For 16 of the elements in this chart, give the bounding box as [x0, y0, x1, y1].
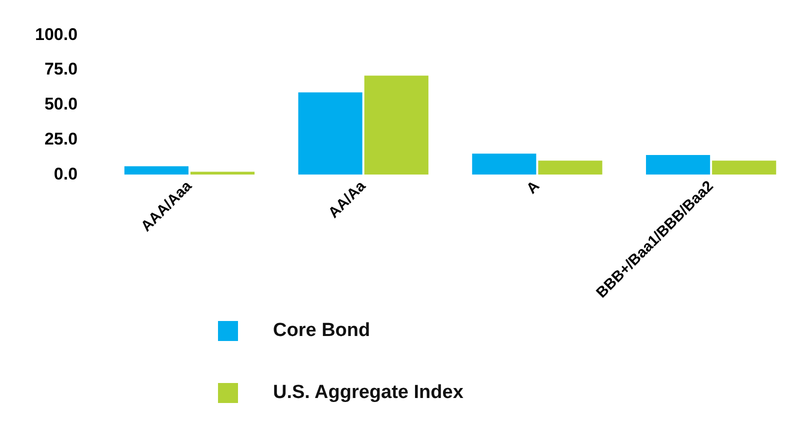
bar: [364, 76, 428, 175]
bar: [472, 154, 536, 175]
bar: [646, 155, 710, 175]
x-tick-label: A: [523, 178, 544, 198]
bar: [124, 166, 188, 175]
legend-label: Core Bond: [273, 320, 370, 342]
y-tick-label: 0.0: [54, 164, 78, 184]
y-tick-label: 75.0: [44, 60, 78, 79]
bar: [190, 172, 255, 175]
bar: [298, 92, 362, 175]
bar: [538, 160, 602, 175]
y-tick-label: 50.0: [44, 94, 78, 114]
y-tick-label: 100.0: [34, 24, 78, 44]
y-tick-label: 25.0: [44, 129, 78, 148]
bar: [712, 160, 776, 175]
legend-label: U.S. Aggregate Index: [273, 382, 464, 404]
